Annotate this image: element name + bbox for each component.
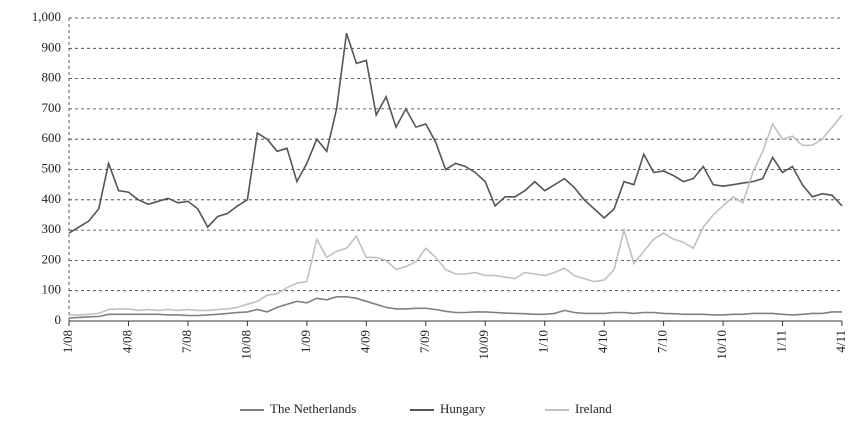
x-tick-label: 4/11 <box>833 330 848 353</box>
x-tick-label: 7/10 <box>655 330 670 353</box>
y-tick-label: 600 <box>42 130 62 145</box>
x-tick-label: 7/09 <box>417 330 432 353</box>
x-tick-label: 1/09 <box>298 330 313 353</box>
legend-label: The Netherlands <box>270 401 356 416</box>
y-tick-label: 400 <box>42 191 62 206</box>
x-tick-label: 7/08 <box>179 330 194 353</box>
x-tick-label: 10/08 <box>238 330 253 360</box>
y-tick-label: 300 <box>42 221 62 236</box>
legend-label: Ireland <box>575 401 612 416</box>
y-tick-label: 800 <box>42 70 62 85</box>
y-tick-label: 0 <box>55 312 62 327</box>
series-line <box>68 32 843 234</box>
legend-label: Hungary <box>440 401 486 416</box>
x-tick-label: 1/08 <box>60 330 75 353</box>
y-tick-label: 100 <box>42 282 62 297</box>
y-tick-label: 200 <box>42 251 62 266</box>
y-tick-label: 900 <box>42 39 62 54</box>
x-tick-label: 10/10 <box>714 330 729 360</box>
x-tick-label: 4/09 <box>357 330 372 353</box>
x-tick-label: 4/10 <box>595 330 610 353</box>
y-tick-label: 1,000 <box>32 9 61 24</box>
y-tick-label: 700 <box>42 100 62 115</box>
x-tick-label: 4/08 <box>119 330 134 353</box>
x-tick-label: 10/09 <box>476 330 491 360</box>
series-line <box>68 296 842 319</box>
x-tick-label: 1/11 <box>774 330 789 353</box>
y-tick-label: 500 <box>42 160 62 175</box>
series-line <box>69 114 843 316</box>
x-tick-label: 1/10 <box>536 330 551 353</box>
